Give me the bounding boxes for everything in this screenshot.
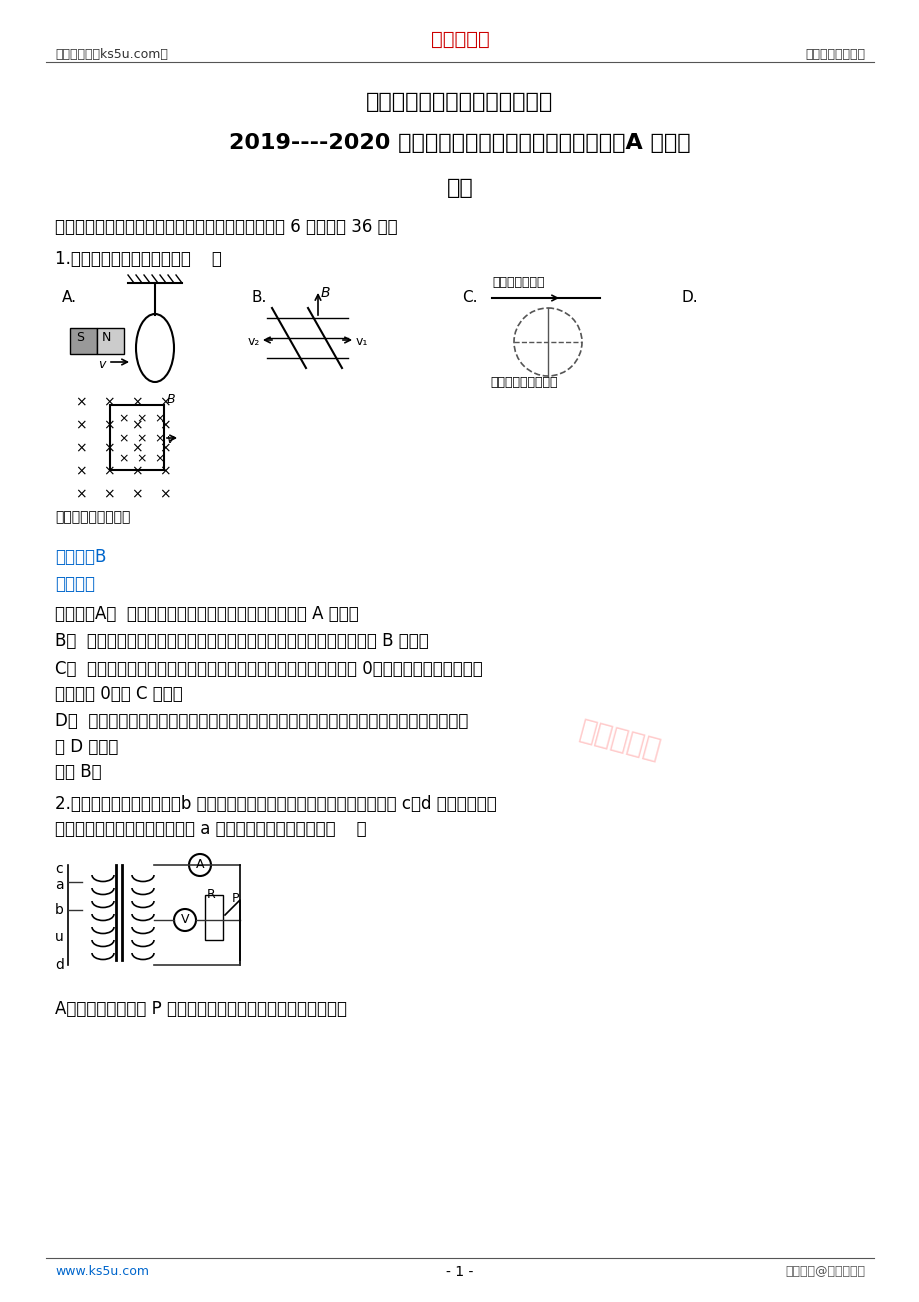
Text: ×: × — [75, 487, 86, 501]
Text: ×: × — [103, 395, 115, 409]
Text: B．  线框的面积增大，穿过线框的磁通量增大，能够产生感应电流。故 B 正确；: B． 线框的面积增大，穿过线框的磁通量增大，能够产生感应电流。故 B 正确； — [55, 631, 428, 650]
Text: ×: × — [159, 395, 170, 409]
Text: A: A — [196, 858, 204, 871]
Text: 线框未拉出均强磁场: 线框未拉出均强磁场 — [55, 510, 130, 523]
Text: 2019----2020 学年第二学期期中考试高二年级物理（A 班）试: 2019----2020 学年第二学期期中考试高二年级物理（A 班）试 — [229, 133, 690, 154]
Text: ×: × — [103, 418, 115, 432]
Text: 量仍然是 0．故 C 错误；: 量仍然是 0．故 C 错误； — [55, 685, 183, 703]
Text: ×: × — [118, 452, 129, 465]
Text: B.: B. — [252, 290, 267, 305]
Text: v₂: v₂ — [248, 335, 260, 348]
Text: ×: × — [159, 464, 170, 478]
Text: A.: A. — [62, 290, 77, 305]
Text: S: S — [76, 331, 84, 344]
Text: 北师大珠海分校附属外国语学校: 北师大珠海分校附属外国语学校 — [366, 92, 553, 112]
Text: ×: × — [130, 487, 142, 501]
Text: d: d — [55, 958, 63, 973]
Text: ×: × — [75, 395, 86, 409]
Text: 故选 B。: 故选 B。 — [55, 763, 101, 781]
Text: b: b — [55, 904, 63, 917]
Text: ×: × — [159, 418, 170, 432]
Text: u: u — [55, 930, 63, 944]
Text: ×: × — [130, 395, 142, 409]
Text: ×: × — [118, 432, 129, 445]
Text: ×: × — [130, 418, 142, 432]
Text: c: c — [55, 862, 62, 876]
Text: ×: × — [136, 432, 146, 445]
Text: 2.如图所示的理想变压器，b 是原线圈的中点接头，从某时刻开始在原线圈 c、d 两端加上正弦: 2.如图所示的理想变压器，b 是原线圈的中点接头，从某时刻开始在原线圈 c、d … — [55, 796, 496, 812]
Text: N: N — [102, 331, 111, 344]
Text: ×: × — [153, 432, 165, 445]
Text: 版权所有@高考资源网: 版权所有@高考资源网 — [784, 1266, 864, 1279]
Text: 高考资源网: 高考资源网 — [575, 716, 663, 764]
Text: 高考资源网: 高考资源网 — [430, 30, 489, 49]
Text: ×: × — [103, 441, 115, 454]
Text: 1.图中能产生感应电流的是（    ）: 1.图中能产生感应电流的是（ ） — [55, 250, 221, 268]
Bar — [70, 328, 96, 354]
Text: ×: × — [159, 487, 170, 501]
Text: C．  由于直导线在线圈的直径的上方，所以穿过线圈的磁通量等于 0，电流增大，线圈的磁通: C． 由于直导线在线圈的直径的上方，所以穿过线圈的磁通量等于 0，电流增大，线圈… — [55, 660, 482, 678]
Text: ×: × — [103, 464, 115, 478]
Text: v₁: v₁ — [356, 335, 368, 348]
Text: R: R — [207, 888, 216, 901]
Text: ×: × — [75, 418, 86, 432]
Text: B: B — [167, 393, 176, 406]
Text: a: a — [55, 878, 63, 892]
Text: ×: × — [136, 452, 146, 465]
Bar — [110, 405, 164, 470]
Text: ×: × — [153, 452, 165, 465]
Text: A．滑动变阻器触头 P 向上移动时，电压表、电流表示数均变小: A．滑动变阻器触头 P 向上移动时，电压表、电流表示数均变小 — [55, 1000, 346, 1018]
Text: ×: × — [136, 411, 146, 424]
Text: 通入增大的电流: 通入增大的电流 — [492, 276, 544, 289]
Text: ×: × — [130, 441, 142, 454]
Text: www.ks5u.com: www.ks5u.com — [55, 1266, 149, 1279]
Text: ×: × — [130, 464, 142, 478]
Text: ×: × — [75, 464, 86, 478]
Text: ×: × — [118, 411, 129, 424]
Text: 线圈平面与导线平行: 线圈平面与导线平行 — [490, 376, 557, 389]
Text: 一．单项选择题（每小题只有一个选项正确，每小题 6 分，共计 36 分）: 一．单项选择题（每小题只有一个选项正确，每小题 6 分，共计 36 分） — [55, 217, 397, 236]
Text: ×: × — [75, 441, 86, 454]
Text: 故 D 错误。: 故 D 错误。 — [55, 738, 119, 756]
Bar — [96, 328, 124, 354]
Text: 交变电压，现将单刀双掷开关与 a 连接，下列说法正确的是（    ）: 交变电压，现将单刀双掷开关与 a 连接，下列说法正确的是（ ） — [55, 820, 367, 838]
Text: 【解析】: 【解析】 — [55, 575, 95, 592]
Text: V: V — [181, 913, 189, 926]
Text: ×: × — [153, 411, 165, 424]
Bar — [205, 894, 222, 940]
Text: D.: D. — [681, 290, 698, 305]
Text: C.: C. — [461, 290, 477, 305]
Text: D．  线圈整体垂直于磁场运动，线圈的磁通量始终是最大，没有发生变化，没有感应电流。: D． 线圈整体垂直于磁场运动，线圈的磁通量始终是最大，没有发生变化，没有感应电流… — [55, 712, 468, 730]
Text: B: B — [321, 286, 330, 299]
Text: 高考资源网（ks5u.com）: 高考资源网（ks5u.com） — [55, 48, 167, 61]
Text: ×: × — [103, 487, 115, 501]
Text: 题卷: 题卷 — [446, 178, 473, 198]
Text: 您身边的高考专家: 您身边的高考专家 — [804, 48, 864, 61]
Text: - 1 -: - 1 - — [446, 1266, 473, 1279]
Text: v: v — [98, 358, 106, 371]
Text: P: P — [232, 892, 239, 905]
Text: v: v — [165, 434, 173, 447]
Text: 【详解】A．  线圈是不闭合的，不能产生感应电流。故 A 错误；: 【详解】A． 线圈是不闭合的，不能产生感应电流。故 A 错误； — [55, 605, 358, 622]
Text: 【答案】B: 【答案】B — [55, 548, 107, 566]
Text: ×: × — [159, 441, 170, 454]
